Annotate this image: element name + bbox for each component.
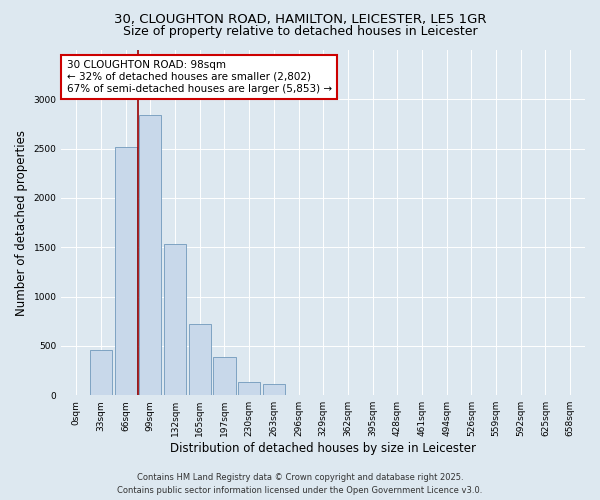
Text: 30 CLOUGHTON ROAD: 98sqm
← 32% of detached houses are smaller (2,802)
67% of sem: 30 CLOUGHTON ROAD: 98sqm ← 32% of detach… (67, 60, 332, 94)
Bar (90, 350, 112, 395)
Bar (139, 115, 161, 395)
Text: Contains HM Land Registry data © Crown copyright and database right 2025.
Contai: Contains HM Land Registry data © Crown c… (118, 474, 482, 495)
Bar (115, 146, 137, 395)
Bar (164, 244, 186, 395)
Bar (263, 384, 285, 395)
Bar (214, 356, 236, 395)
Bar (238, 382, 260, 395)
Y-axis label: Number of detached properties: Number of detached properties (15, 130, 28, 316)
Text: Size of property relative to detached houses in Leicester: Size of property relative to detached ho… (122, 25, 478, 38)
Text: 30, CLOUGHTON ROAD, HAMILTON, LEICESTER, LE5 1GR: 30, CLOUGHTON ROAD, HAMILTON, LEICESTER,… (114, 12, 486, 26)
Bar (188, 324, 211, 395)
X-axis label: Distribution of detached houses by size in Leicester: Distribution of detached houses by size … (170, 442, 476, 455)
